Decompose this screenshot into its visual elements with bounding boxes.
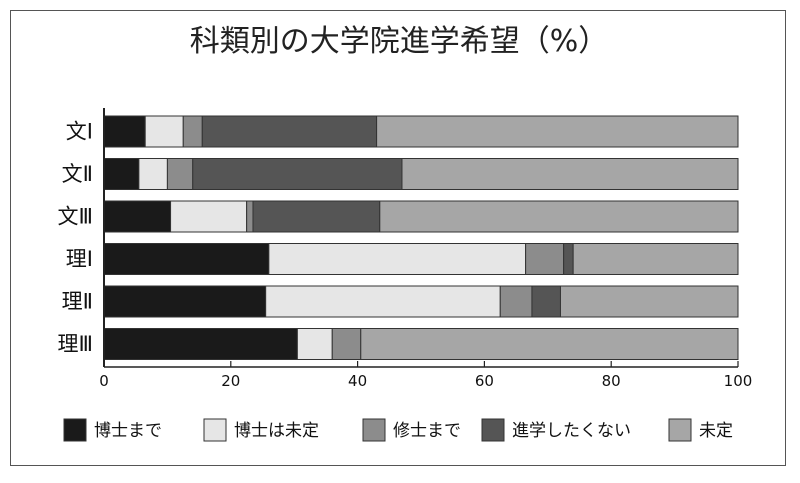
x-tick-label: 60	[475, 372, 494, 390]
bar-segment	[192, 158, 403, 190]
bar-segment	[401, 158, 739, 190]
legend-swatch	[668, 418, 692, 442]
x-tick-label: 40	[348, 372, 367, 390]
bar-segment	[252, 200, 381, 233]
category-label: 理Ⅱ	[62, 290, 93, 314]
legend-label: 進学したくない	[512, 421, 631, 441]
bar-segment	[331, 328, 362, 360]
bar-segment	[138, 158, 168, 190]
bar-segment	[103, 243, 270, 275]
x-tick-label: 100	[724, 372, 753, 390]
chart-svg: 科類別の大学院進学希望（%） 文Ⅰ 文Ⅱ 文Ⅲ 理Ⅰ 理Ⅱ 理Ⅲ 0 20 40 60 80 100…	[58, 24, 752, 442]
bar-segment	[103, 328, 298, 360]
category-label: 理Ⅰ	[66, 247, 93, 271]
bar-segment	[563, 243, 574, 275]
bar-segment	[103, 200, 172, 233]
legend-swatch	[362, 418, 386, 442]
bar-segment	[182, 115, 203, 148]
legend-swatch	[481, 418, 505, 442]
legend-swatch	[203, 418, 227, 442]
legend-swatch	[63, 418, 87, 442]
legend-label: 修士まで	[393, 421, 461, 441]
bar-segment	[103, 115, 146, 148]
chart-title: 科類別の大学院進学希望（%）	[190, 24, 609, 59]
bar-segment	[144, 115, 184, 148]
bar-segment	[268, 243, 527, 275]
bar-segment	[531, 285, 561, 318]
category-label: 文Ⅱ	[62, 162, 93, 186]
bar-segment	[499, 285, 533, 318]
bars-layer: 文Ⅰ 文Ⅱ 文Ⅲ 理Ⅰ 理Ⅱ 理Ⅲ	[58, 115, 739, 360]
bar-segment	[379, 200, 739, 233]
x-tick-label: 0	[99, 372, 109, 390]
legend-label: 未定	[699, 421, 733, 441]
bar-segment	[103, 285, 267, 318]
chart-frame: 科類別の大学院進学希望（%） 文Ⅰ 文Ⅱ 文Ⅲ 理Ⅰ 理Ⅱ 理Ⅲ 0 20 40 60 80 100…	[10, 10, 786, 466]
legend-label: 博士まで	[94, 421, 162, 441]
bar-segment	[525, 243, 565, 275]
x-tick-label: 20	[221, 372, 240, 390]
category-label: 文Ⅲ	[58, 205, 93, 229]
bar-segment	[246, 200, 254, 233]
axis-layer: 0 20 40 60 80 100	[99, 108, 752, 390]
bar-segment	[360, 328, 739, 360]
bar-segment	[103, 158, 140, 190]
legend-label: 博士は未定	[234, 421, 319, 441]
bar-segment	[170, 200, 248, 233]
bar-segment	[559, 285, 739, 318]
bar-segment	[201, 115, 378, 148]
x-tick-label: 80	[602, 372, 621, 390]
bar-segment	[572, 243, 739, 275]
category-label: 文Ⅰ	[66, 120, 93, 144]
bar-segment	[376, 115, 739, 148]
bar-segment	[166, 158, 194, 190]
category-label: 理Ⅲ	[58, 332, 93, 356]
bar-segment	[296, 328, 333, 360]
bar-segment	[265, 285, 501, 318]
legend-layer: 博士まで 博士は未定 修士まで 進学したくない 未定	[63, 418, 733, 442]
